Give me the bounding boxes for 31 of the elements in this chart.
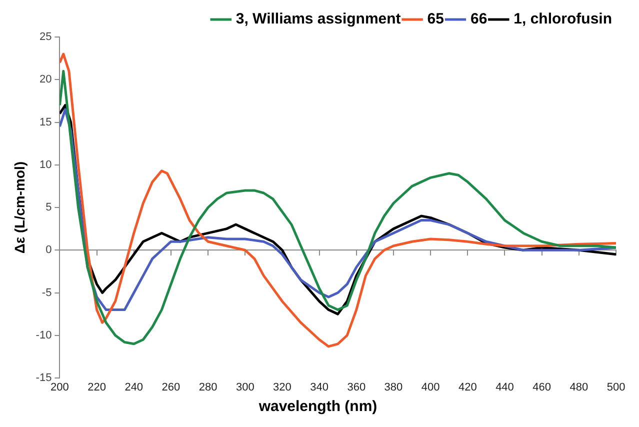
x-tick-label: 460 [532,382,552,394]
x-tick-label: 300 [236,382,254,394]
x-axis-title: wavelength (nm) [258,398,378,415]
x-tick-label: 420 [458,382,477,394]
y-tick-label: -15 [36,372,52,384]
y-tick-label: -10 [36,329,52,342]
x-tick-label: 400 [421,382,440,394]
y-tick-label: 25 [39,31,52,44]
x-tick-label: 480 [570,382,588,394]
legend-label: 1, chlorofusin [514,10,612,28]
y-tick-label: 20 [39,74,52,86]
x-tick-label: 260 [162,382,180,394]
x-tick-label: 440 [496,382,514,394]
x-tick-label: 340 [310,382,328,394]
x-tick-label: 360 [347,382,366,394]
y-axis-title: Δε (L/cm-mol) [11,161,28,254]
y-tick-label: 15 [39,116,52,128]
x-tick-label: 220 [88,382,106,394]
x-tick-label: 280 [198,382,218,394]
y-tick-label: -5 [42,286,52,299]
x-tick-label: 500 [606,382,626,394]
legend-label: 3, Williams assignment [236,10,401,28]
x-tick-label: 380 [384,382,403,394]
y-tick-label: 0 [46,244,52,256]
x-tick-label: 200 [50,382,69,394]
x-tick-label: 320 [273,382,292,394]
legend-label: 66 [470,10,488,28]
legend-label: 65 [427,10,444,28]
x-tick-label: 240 [124,382,144,394]
y-tick-label: 10 [39,158,52,171]
y-tick-label: 5 [46,202,52,214]
